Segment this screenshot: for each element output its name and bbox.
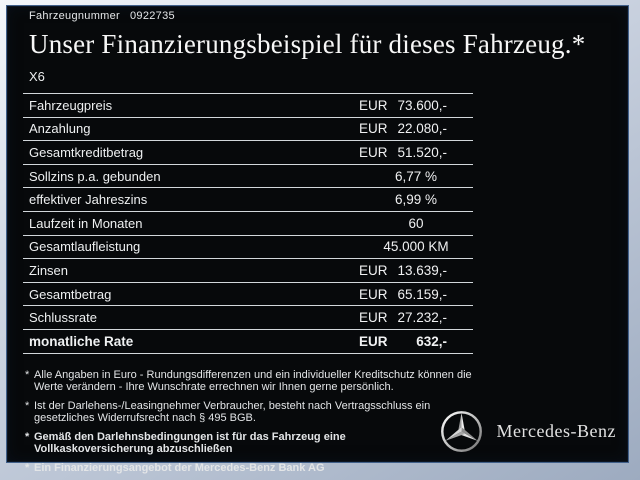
row-laufzeit: Laufzeit in Monaten 60 <box>23 212 473 236</box>
footnote-4: * Ein Finanzierungsangebot der Mercedes-… <box>25 461 325 474</box>
row-currency: EUR <box>359 286 388 302</box>
row-label: Laufzeit in Monaten <box>29 215 143 231</box>
mercedes-star-icon <box>440 411 482 452</box>
row-schlussrate: Schlussrate EUR 27.232,- <box>23 306 473 330</box>
row-label: Gesamtlaufleistung <box>29 239 141 255</box>
row-currency: EUR <box>359 262 388 278</box>
row-effektiver-jahreszins: effektiver Jahreszins 6,99 % <box>23 188 473 212</box>
row-label: Sollzins p.a. gebunden <box>29 168 161 184</box>
row-gesamtlaufleistung: Gesamtlaufleistung 45.000 KM <box>23 236 473 260</box>
row-amount: 73.600,- <box>397 97 447 113</box>
row-currency: EUR <box>359 121 388 137</box>
row-amount: 632,- <box>416 333 447 349</box>
vehicle-number-value: 0922735 <box>130 10 175 22</box>
row-label: Gesamtbetrag <box>29 286 112 302</box>
footnote-3: * Gemäß den Darlehnsbedingungen ist für … <box>25 430 346 456</box>
vehicle-number-line: Fahrzeugnummer 0922735 <box>29 10 628 22</box>
row-currency: EUR <box>359 333 388 349</box>
row-amount: 45.000 KM <box>383 239 449 255</box>
footnote-marker: * <box>25 368 30 381</box>
row-zinsen: Zinsen EUR 13.639,- <box>23 259 473 283</box>
row-label: Fahrzeugpreis <box>29 97 113 113</box>
row-amount: 6,77 % <box>394 168 438 184</box>
vehicle-number-label: Fahrzeugnummer <box>29 10 121 22</box>
page-title: Unser Finanzierungsbeispiel für dieses F… <box>29 29 586 59</box>
row-anzahlung: Anzahlung EUR 22.080,- <box>23 118 473 142</box>
footnote-marker: * <box>25 399 30 412</box>
row-label: Anzahlung <box>29 121 91 137</box>
row-gesamtbetrag: Gesamtbetrag EUR 65.159,- <box>23 283 473 307</box>
row-label: Gesamtkreditbetrag <box>29 144 144 160</box>
row-monatliche-rate: monatliche Rate EUR 632,- <box>23 330 473 354</box>
row-currency: EUR <box>359 310 388 326</box>
footnote-2: * Ist der Darlehens-/Leasingnehmer Verbr… <box>25 399 431 425</box>
vehicle-model: X6 <box>29 69 45 84</box>
row-amount: 6,99 % <box>394 192 438 208</box>
row-label: effektiver Jahreszins <box>29 192 148 208</box>
row-label: monatliche Rate <box>29 333 134 349</box>
row-currency: EUR <box>359 144 388 160</box>
row-amount: 60 <box>408 215 424 231</box>
footnote-1: * Alle Angaben in Euro - Rundungsdiffere… <box>25 368 472 394</box>
row-fahrzeugpreis: Fahrzeugpreis EUR 73.600,- <box>23 94 473 118</box>
row-amount: 27.232,- <box>397 310 447 326</box>
brand-name: Mercedes-Benz <box>496 421 616 441</box>
footnotes: * Alle Angaben in Euro - Rundungsdiffere… <box>25 369 628 475</box>
footnote-marker: * <box>25 430 30 443</box>
row-sollzins: Sollzins p.a. gebunden 6,77 % <box>23 165 473 189</box>
brand-logo-block: Mercedes-Benz <box>439 409 616 454</box>
finance-example-screen: Fahrzeugnummer 0922735 Unser Finanzierung… <box>6 5 629 474</box>
row-gesamtkreditbetrag: Gesamtkreditbetrag EUR 51.520,- <box>23 141 473 165</box>
row-amount: 22.080,- <box>397 121 447 137</box>
finance-table: Fahrzeugpreis EUR 73.600,- Anzahlung EUR 2… <box>23 93 473 354</box>
row-amount: 13.639,- <box>397 262 447 278</box>
header: Fahrzeugnummer 0922735 Unser Finanzierung… <box>7 6 628 84</box>
row-label: Schlussrate <box>29 310 97 326</box>
row-label: Zinsen <box>29 262 69 278</box>
footnote-marker: * <box>25 461 30 474</box>
row-currency: EUR <box>359 97 388 113</box>
row-amount: 51.520,- <box>397 144 447 160</box>
row-amount: 65.159,- <box>397 286 447 302</box>
